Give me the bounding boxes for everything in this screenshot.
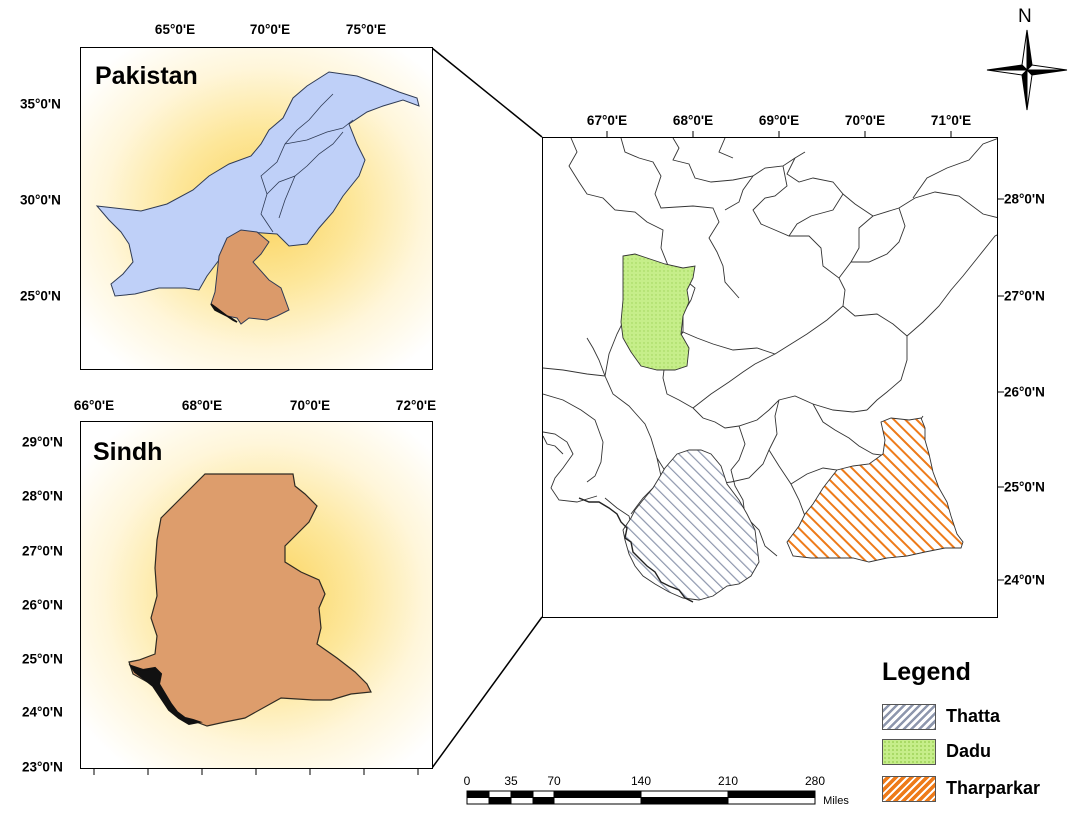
sindh-lat-label-27: 27°0'N [22, 543, 63, 559]
main-map-frame [542, 137, 998, 618]
main-lat-label-27: 27°0'N [1004, 288, 1045, 304]
scale-label-140: 140 [630, 774, 652, 788]
sindh-panel-title: Sindh [93, 438, 163, 466]
main-lon-label-71: 71°0'E [930, 113, 972, 128]
pakistan-map-frame: Pakistan [80, 47, 433, 370]
pakistan-panel-title: Pakistan [95, 62, 198, 90]
main-lon-label-67: 67°0'E [586, 113, 628, 128]
sindh-lat-label-29: 29°0'N [22, 434, 63, 450]
pakistan-sindh-highlight [210, 229, 290, 325]
sindh-lon-label-66: 66°0'E [73, 398, 115, 413]
sindh-lat-label-28: 28°0'N [22, 488, 63, 504]
sindh-lon-label-70: 70°0'E [289, 398, 331, 413]
sindh-lon-label-68: 68°0'E [181, 398, 223, 413]
pakistan-lon-label-65: 65°0'E [154, 22, 196, 37]
dadu-district [620, 253, 696, 371]
tharparkar-swatch-icon [882, 776, 936, 802]
scale-unit-label: Miles [823, 795, 849, 807]
main-lon-label-68: 68°0'E [672, 113, 714, 128]
pakistan-lon-label-75: 75°0'E [345, 22, 387, 37]
main-lon-label-70: 70°0'E [844, 113, 886, 128]
pakistan-lat-label-25: 25°0'N [20, 288, 61, 304]
legend-label-dadu: Dadu [946, 741, 991, 761]
scale-label-35: 35 [504, 774, 518, 788]
sindh-outline [128, 473, 372, 727]
sindh-map-frame: Sindh [80, 421, 433, 769]
scale-label-210: 210 [717, 774, 739, 788]
main-lat-label-26: 26°0'N [1004, 384, 1045, 400]
sindh-lat-label-24: 24°0'N [22, 704, 63, 720]
legend-label-thatta: Thatta [946, 706, 1000, 726]
main-lon-label-69: 69°0'E [758, 113, 800, 128]
pakistan-lat-label-35: 35°0'N [20, 96, 61, 112]
main-lat-label-28: 28°0'N [1004, 191, 1045, 207]
main-lat-label-24: 24°0'N [1004, 572, 1045, 588]
tharparkar-district [786, 417, 964, 563]
main-map-graphic [543, 138, 997, 603]
sindh-lat-label-23: 23°0'N [22, 759, 63, 775]
thatta-swatch-icon [882, 704, 936, 730]
pakistan-lon-label-70: 70°0'E [249, 22, 291, 37]
pakistan-outline [95, 71, 420, 297]
thatta-district [622, 449, 760, 601]
pakistan-map-graphic [95, 71, 420, 325]
main-lat-label-25: 25°0'N [1004, 479, 1045, 495]
pakistan-lat-label-30: 30°0'N [20, 192, 61, 208]
scale-label-70: 70 [547, 774, 561, 788]
scale-label-280: 280 [804, 774, 826, 788]
dadu-swatch-icon [882, 739, 936, 765]
sindh-lat-label-25: 25°0'N [22, 651, 63, 667]
scale-label-0: 0 [463, 774, 471, 788]
north-arrow-label: N [1018, 6, 1032, 27]
legend-title: Legend [882, 658, 971, 686]
sindh-map-graphic [128, 473, 372, 727]
legend-label-tharparkar: Tharparkar [946, 778, 1041, 798]
sindh-lat-label-26: 26°0'N [22, 597, 63, 613]
sindh-lon-label-72: 72°0'E [395, 398, 437, 413]
